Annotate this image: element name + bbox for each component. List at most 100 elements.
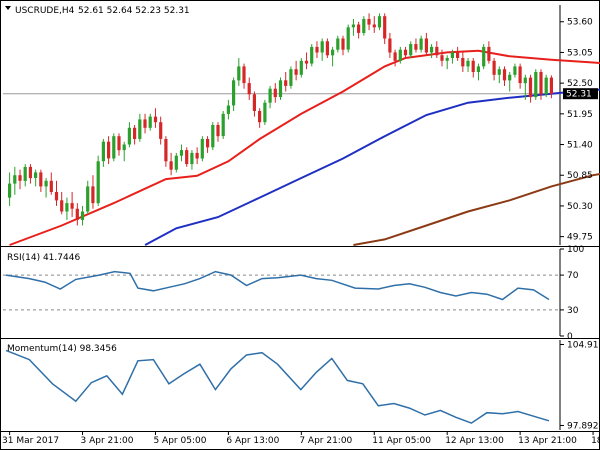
candle-body xyxy=(528,77,533,98)
candle-body xyxy=(268,88,272,103)
price-tick-label: 50.30 xyxy=(567,202,593,212)
candle xyxy=(284,71,288,92)
symbol-label: USCRUDE,H4 xyxy=(15,6,75,16)
candle xyxy=(200,136,204,162)
time-tick-label: 13 Apr 21:00 xyxy=(518,436,577,446)
candle xyxy=(403,46,408,59)
rsi-title: RSI(14) 41.7446 xyxy=(7,253,80,263)
candle xyxy=(476,63,480,81)
candle xyxy=(362,16,366,36)
candle xyxy=(539,69,543,100)
candle xyxy=(101,138,105,167)
candle-body xyxy=(148,116,152,128)
price-tick-label: 51.40 xyxy=(567,141,593,151)
candle-body xyxy=(419,38,423,50)
candle xyxy=(346,24,350,53)
candle xyxy=(294,60,298,81)
last-price-box xyxy=(563,88,598,100)
candle xyxy=(466,58,470,72)
momentum-title: Momentum(14) 98.3456 xyxy=(7,344,117,354)
candle-body xyxy=(440,55,444,61)
candle xyxy=(44,178,48,198)
candle xyxy=(143,113,147,134)
candle-body xyxy=(211,125,215,148)
candle xyxy=(534,69,538,100)
candle xyxy=(60,191,64,215)
candle-body xyxy=(127,127,131,145)
candle-body xyxy=(351,24,355,28)
last-price-label: 52.31 xyxy=(566,90,592,100)
candle xyxy=(497,66,501,84)
candle-body xyxy=(414,44,418,50)
time-tick-label: 11 Apr 05:00 xyxy=(372,436,431,446)
candle xyxy=(252,91,256,117)
candle xyxy=(320,38,324,61)
candle xyxy=(54,180,59,206)
candle-body xyxy=(310,46,314,64)
candle xyxy=(341,35,345,56)
candle-body xyxy=(299,60,303,75)
candle xyxy=(107,136,111,165)
candle-body xyxy=(112,136,116,159)
candle xyxy=(377,13,382,31)
candle-body xyxy=(331,49,335,56)
candle-body xyxy=(362,19,366,33)
candle xyxy=(508,71,512,92)
candle xyxy=(409,41,413,59)
candle xyxy=(372,16,376,33)
candle-body xyxy=(393,52,397,61)
candle xyxy=(28,164,32,184)
candle xyxy=(456,46,460,61)
candle xyxy=(450,49,454,64)
candle xyxy=(80,205,85,226)
candle xyxy=(445,55,449,70)
candle xyxy=(263,99,267,125)
candle-body xyxy=(388,38,392,53)
momentum-tick-label: 104.9123 xyxy=(567,340,600,350)
candle xyxy=(315,41,319,59)
time-tick-label: 7 Apr 21:00 xyxy=(299,436,352,446)
candle-body xyxy=(242,66,246,84)
candle-body xyxy=(49,180,53,192)
rsi-panel: 100 70 30 0 xyxy=(3,245,584,342)
candle xyxy=(419,35,423,53)
candle xyxy=(299,58,303,78)
candle xyxy=(34,169,38,187)
candle xyxy=(8,172,12,206)
candle-body xyxy=(409,44,413,56)
candle-body xyxy=(273,88,277,98)
candle xyxy=(440,49,444,67)
time-tick-label: 31 Mar 2017 xyxy=(2,436,59,446)
time-axis: 31 Mar 2017 3 Apr 21:00 5 Apr 05:00 6 Apr 1… xyxy=(2,431,600,446)
candle xyxy=(75,203,79,226)
time-tick-label: 5 Apr 05:00 xyxy=(153,436,206,446)
candle xyxy=(351,18,355,36)
price-panel xyxy=(3,13,600,246)
candle-body xyxy=(435,46,439,56)
candle-body xyxy=(133,127,137,139)
candle xyxy=(122,141,126,162)
candle xyxy=(430,44,434,59)
price-tick-label: 53.60 xyxy=(567,18,593,28)
candle-body xyxy=(461,58,465,67)
rsi-tick-label: 0 xyxy=(567,332,573,342)
candle-body xyxy=(23,166,27,181)
candle-body xyxy=(159,122,163,139)
candle-body xyxy=(75,208,79,220)
candle xyxy=(226,99,230,120)
candle xyxy=(133,125,137,145)
candle-body xyxy=(143,119,147,128)
candle-body xyxy=(523,77,527,84)
candle-body xyxy=(91,186,95,204)
candle-body xyxy=(403,49,408,56)
candle xyxy=(169,152,173,176)
candle-body xyxy=(445,58,449,61)
candle-body xyxy=(325,41,329,56)
candle-body xyxy=(263,102,267,123)
candle xyxy=(91,175,95,209)
collapse-triangle-icon[interactable] xyxy=(5,6,11,10)
candle-body xyxy=(107,141,111,159)
rsi-tick-label: 30 xyxy=(567,306,579,316)
candle-body xyxy=(153,116,158,123)
